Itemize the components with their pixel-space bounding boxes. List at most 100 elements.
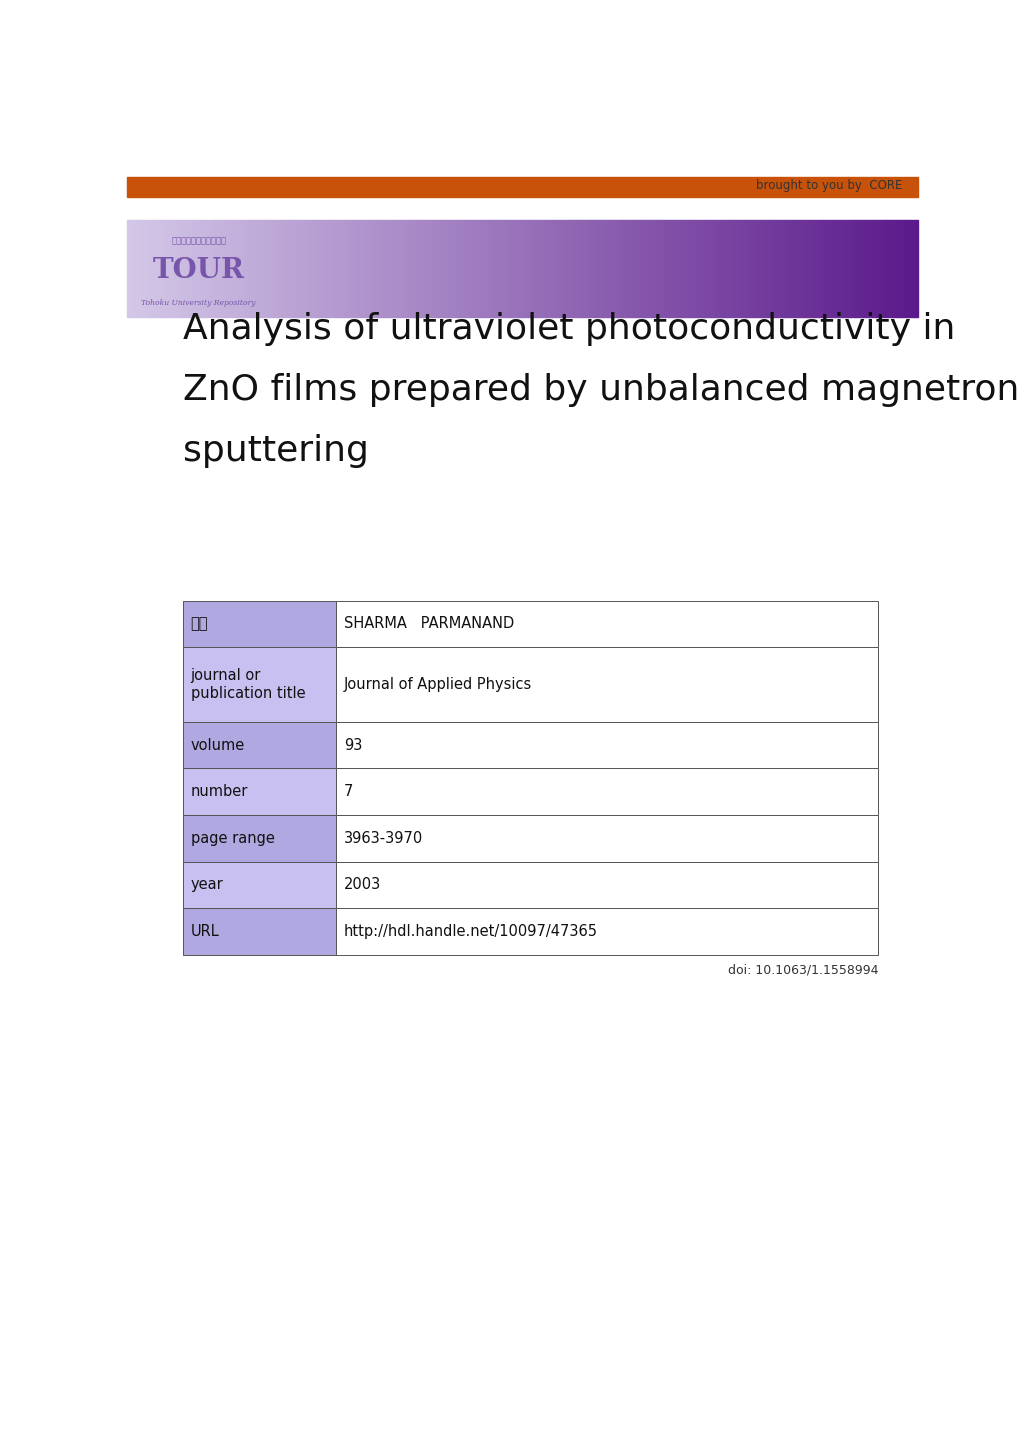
- Bar: [741, 219, 744, 317]
- Bar: [623, 219, 625, 317]
- Bar: [691, 219, 693, 317]
- Bar: [565, 219, 567, 317]
- Bar: [546, 219, 548, 317]
- Bar: [288, 219, 290, 317]
- Bar: [149, 219, 151, 317]
- Text: doi: 10.1063/1.1558994: doi: 10.1063/1.1558994: [728, 963, 877, 976]
- Bar: [204, 219, 206, 317]
- Bar: [496, 219, 498, 317]
- Bar: [799, 219, 801, 317]
- Bar: [859, 219, 862, 317]
- Bar: [246, 219, 249, 317]
- Bar: [854, 219, 857, 317]
- Bar: [896, 219, 899, 317]
- Bar: [864, 219, 867, 317]
- Bar: [538, 219, 541, 317]
- Bar: [501, 219, 503, 317]
- Bar: [503, 219, 506, 317]
- Text: Tohoku University Repository: Tohoku University Repository: [142, 298, 256, 307]
- Bar: [314, 219, 317, 317]
- Bar: [567, 219, 570, 317]
- Bar: [696, 219, 699, 317]
- Bar: [338, 219, 340, 317]
- Bar: [889, 219, 891, 317]
- Bar: [686, 219, 688, 317]
- Bar: [551, 219, 554, 317]
- Bar: [606, 219, 609, 317]
- Bar: [525, 219, 528, 317]
- Bar: [127, 219, 130, 317]
- Bar: [352, 219, 354, 317]
- Bar: [649, 219, 651, 317]
- Bar: [377, 219, 380, 317]
- Bar: [151, 219, 154, 317]
- Bar: [227, 219, 230, 317]
- Text: 2003: 2003: [343, 878, 381, 893]
- Bar: [548, 219, 551, 317]
- Bar: [359, 219, 362, 317]
- Bar: [786, 219, 788, 317]
- Bar: [244, 219, 246, 317]
- Bar: [751, 219, 754, 317]
- Bar: [383, 219, 385, 317]
- Bar: [772, 219, 775, 317]
- Bar: [849, 219, 851, 317]
- Bar: [388, 219, 390, 317]
- Bar: [182, 600, 335, 647]
- Bar: [299, 219, 302, 317]
- Text: sputtering: sputtering: [182, 434, 368, 469]
- Text: View metadata, citation and similar papers at core.ac.uk: View metadata, citation and similar pape…: [143, 179, 479, 192]
- Bar: [393, 219, 396, 317]
- Bar: [127, 177, 917, 198]
- Bar: [899, 219, 902, 317]
- Bar: [846, 219, 849, 317]
- Bar: [522, 219, 525, 317]
- Bar: [625, 219, 628, 317]
- Bar: [132, 219, 136, 317]
- Bar: [646, 219, 649, 317]
- Bar: [143, 219, 146, 317]
- Bar: [417, 219, 420, 317]
- Bar: [219, 219, 222, 317]
- Bar: [711, 219, 714, 317]
- Bar: [683, 219, 686, 317]
- Bar: [335, 862, 877, 908]
- Bar: [293, 219, 296, 317]
- Bar: [214, 219, 217, 317]
- Bar: [457, 219, 459, 317]
- Bar: [791, 219, 794, 317]
- Bar: [372, 219, 375, 317]
- Bar: [554, 219, 556, 317]
- Bar: [651, 219, 654, 317]
- Bar: [714, 219, 717, 317]
- Bar: [609, 219, 611, 317]
- Bar: [628, 219, 630, 317]
- Bar: [488, 219, 491, 317]
- Bar: [870, 219, 872, 317]
- Bar: [446, 219, 448, 317]
- Bar: [777, 219, 781, 317]
- Bar: [194, 219, 196, 317]
- Bar: [130, 219, 132, 317]
- Bar: [491, 219, 493, 317]
- Bar: [409, 219, 412, 317]
- Bar: [902, 219, 904, 317]
- Bar: [641, 219, 643, 317]
- Bar: [681, 219, 683, 317]
- Text: URL: URL: [191, 924, 219, 939]
- Bar: [480, 219, 483, 317]
- Bar: [673, 219, 675, 317]
- Bar: [618, 219, 620, 317]
- Bar: [744, 219, 746, 317]
- Bar: [541, 219, 543, 317]
- Bar: [580, 219, 583, 317]
- Bar: [335, 722, 877, 769]
- Text: Analysis of ultraviolet photoconductivity in: Analysis of ultraviolet photoconductivit…: [182, 311, 954, 346]
- Bar: [365, 219, 367, 317]
- Bar: [654, 219, 656, 317]
- Bar: [465, 219, 467, 317]
- Bar: [275, 219, 277, 317]
- Bar: [669, 219, 673, 317]
- Bar: [827, 219, 830, 317]
- Bar: [138, 219, 141, 317]
